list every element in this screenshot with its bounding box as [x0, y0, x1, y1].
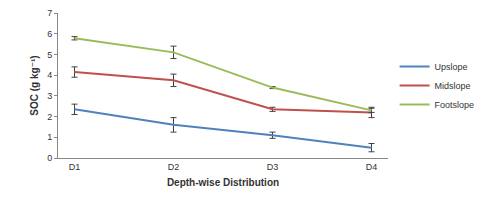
- svg-text:D2: D2: [168, 162, 180, 172]
- svg-text:1: 1: [47, 132, 52, 142]
- svg-text:Depth-wise Distribution: Depth-wise Distribution: [167, 177, 279, 188]
- svg-text:5: 5: [47, 50, 52, 60]
- svg-text:3: 3: [47, 91, 52, 101]
- svg-text:0: 0: [47, 153, 52, 163]
- svg-text:Footslope: Footslope: [435, 100, 475, 110]
- svg-text:SOC (g kg⁻¹): SOC (g kg⁻¹): [29, 55, 40, 115]
- svg-text:Upslope: Upslope: [435, 62, 468, 72]
- svg-text:D1: D1: [69, 162, 81, 172]
- svg-text:D4: D4: [366, 162, 378, 172]
- svg-text:4: 4: [47, 70, 52, 80]
- svg-text:D3: D3: [267, 162, 279, 172]
- svg-text:7: 7: [47, 8, 52, 18]
- svg-text:6: 6: [47, 29, 52, 39]
- svg-text:2: 2: [47, 112, 52, 122]
- svg-text:Midslope: Midslope: [435, 81, 471, 91]
